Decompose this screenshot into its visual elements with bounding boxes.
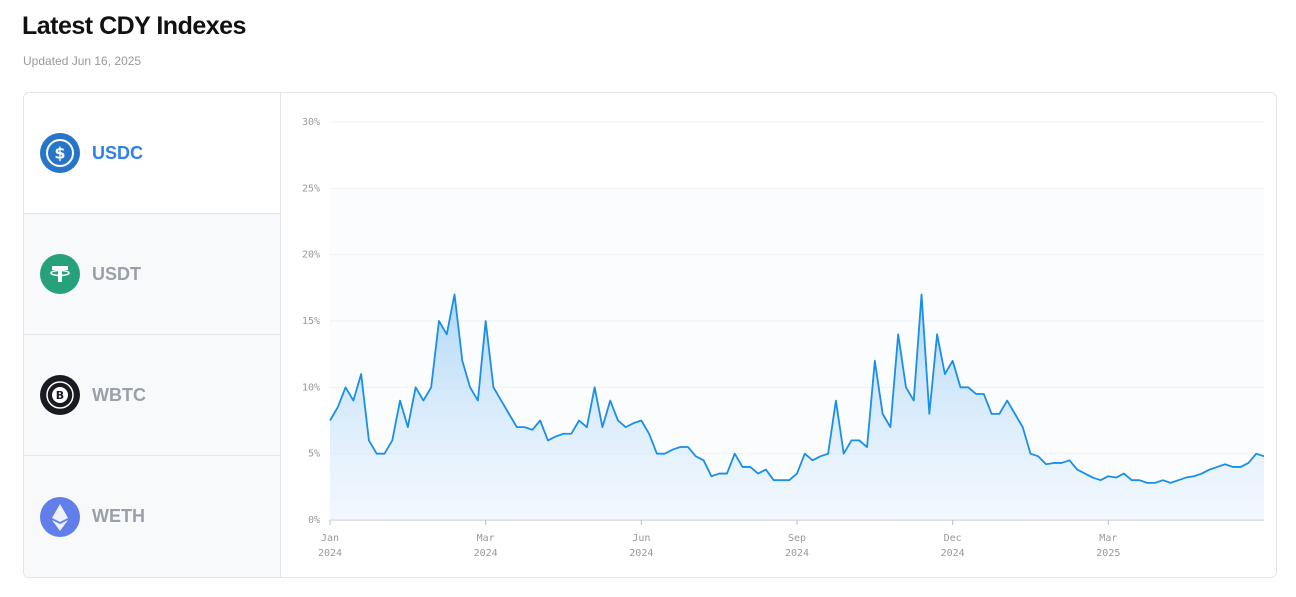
usdc-icon: $	[40, 133, 80, 173]
asset-tab[interactable]: B WBTC	[24, 335, 280, 456]
asset-tab[interactable]: WETH	[24, 456, 280, 577]
usdt-icon	[40, 254, 80, 294]
asset-tab[interactable]: $ USDC	[24, 93, 280, 214]
svg-text:B: B	[56, 389, 64, 402]
tab-label: USDC	[92, 142, 144, 163]
x-tick-label: Sep 2024	[784, 533, 810, 559]
y-tick-label: 25%	[302, 183, 320, 194]
x-tick-label: Mar 2024	[473, 533, 498, 559]
updated-date: Updated Jun 16, 2025	[23, 54, 142, 68]
tab-label: WBTC	[92, 384, 146, 405]
tab-label: WETH	[92, 506, 145, 526]
page-title: Latest CDY Indexes	[22, 12, 246, 40]
wbtc-icon: B	[40, 375, 80, 415]
area-fill	[330, 294, 1264, 520]
index-card: $ USDC USDT B WBTC WETH 0% 5% 10% 15% 20% 25%…	[23, 92, 1277, 578]
chart-area: 0% 5% 10% 15% 20% 25% 30% Jan 2024 Mar 2024 Jun …	[281, 93, 1276, 577]
y-tick-label: 5%	[308, 449, 320, 460]
tab-label: USDT	[92, 263, 141, 284]
y-tick-label: 0%	[308, 515, 320, 526]
y-tick-label: 15%	[302, 316, 320, 327]
svg-text:$: $	[54, 144, 65, 163]
y-tick-label: 20%	[302, 250, 320, 261]
chart: 0% 5% 10% 15% 20% 25% 30%	[302, 117, 1265, 526]
x-tick-label: Dec 2024	[940, 533, 965, 559]
y-tick-label: 30%	[302, 117, 320, 128]
y-tick-label: 10%	[302, 382, 320, 393]
asset-tab[interactable]: USDT	[24, 214, 280, 335]
x-tick-label: Jan 2024	[317, 533, 343, 559]
weth-icon	[40, 496, 80, 537]
x-tick-label: Mar 2025	[1096, 533, 1121, 559]
line	[329, 293, 1265, 484]
x-tick-label: Jun 2024	[629, 533, 654, 559]
asset-tabs: $ USDC USDT B WBTC WETH	[24, 93, 281, 577]
